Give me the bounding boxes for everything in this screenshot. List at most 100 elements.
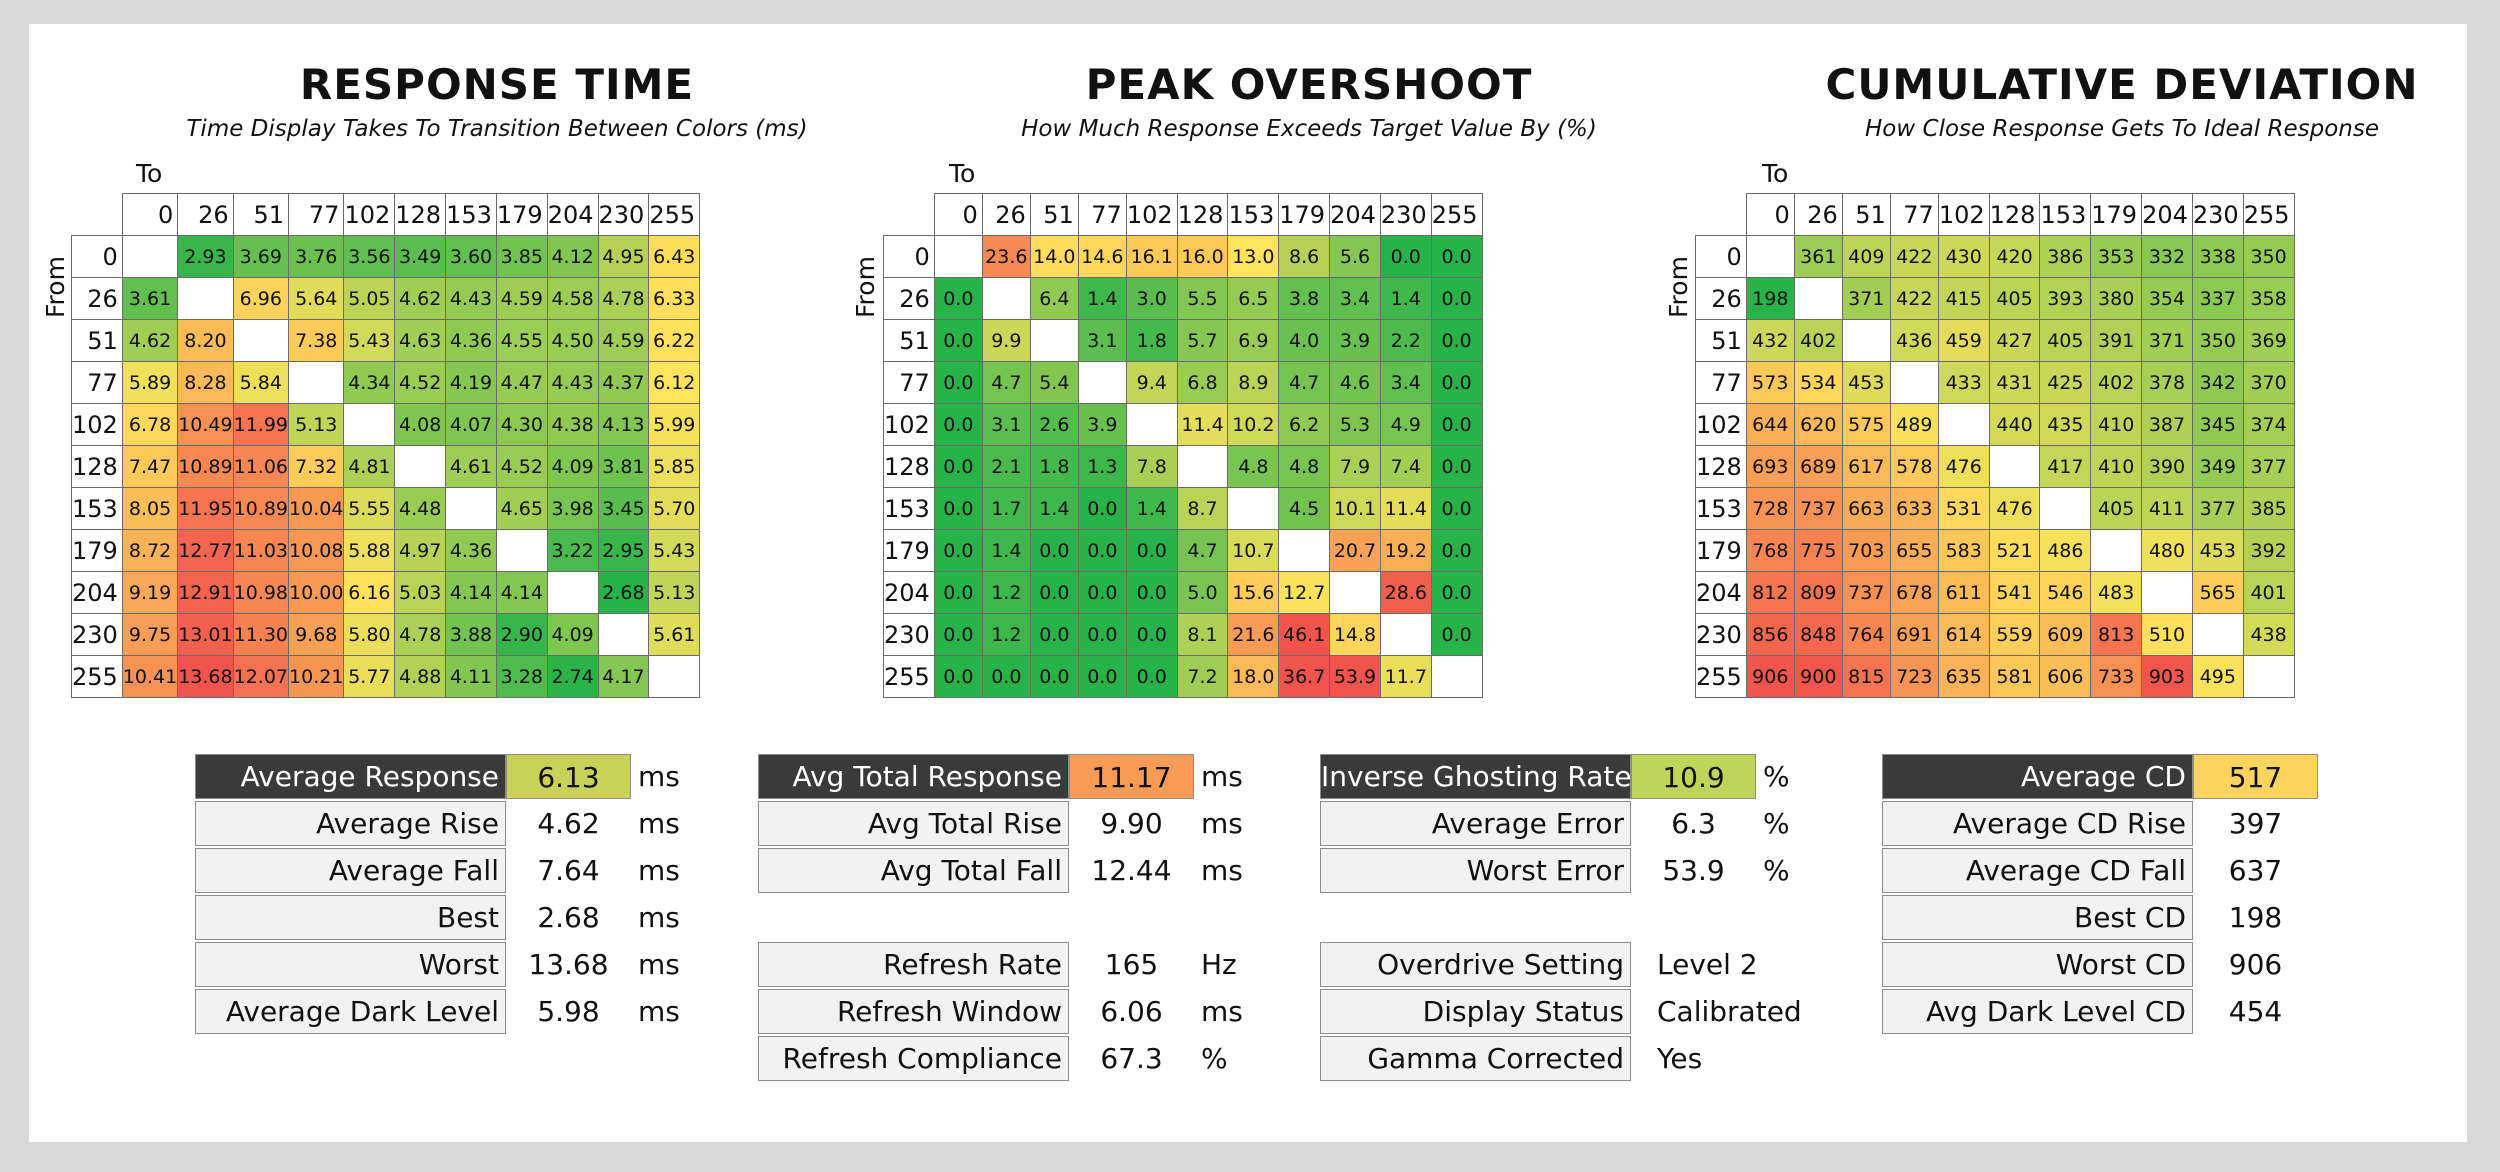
heatmap-cell: 0.0 [933, 445, 983, 488]
heatmap-cell: 489 [1889, 403, 1939, 446]
heatmap-cell: 5.85 [648, 445, 701, 488]
heatmap-cell: 0.0 [1430, 487, 1483, 530]
heatmap-cell: 1.3 [1077, 445, 1127, 488]
heatmap-cell: 11.03 [232, 529, 290, 572]
heatmap-cell: 10.7 [1227, 529, 1280, 572]
heatmap-cell: 900 [1793, 655, 1843, 698]
heatmap-cell: 4.52 [394, 361, 447, 404]
heatmap-cell: 678 [1889, 571, 1939, 614]
cumulative-deviation-title: CUMULATIVE DEVIATION [1825, 60, 2419, 109]
heatmap-cell: 10.41 [121, 655, 179, 698]
heatmap-cell: 385 [2242, 487, 2295, 530]
heatmap-cell: 764 [1841, 613, 1891, 656]
refresh-compliance-label: Refresh Compliance [758, 1036, 1069, 1081]
heatmap-cell: 10.89 [177, 445, 234, 488]
overdrive-setting-value: Level 2 [1657, 948, 1758, 981]
heatmap-cell: 0.0 [1430, 445, 1483, 488]
heatmap-cell: 4.50 [546, 319, 599, 362]
heatmap-cell: 8.28 [177, 361, 234, 404]
avg-total-rise-unit: ms [1201, 807, 1243, 840]
row-header: 128 [1695, 445, 1747, 488]
row-header: 255 [883, 655, 935, 698]
heatmap-cell-empty [2191, 613, 2244, 656]
heatmap-cell: 614 [1937, 613, 1990, 656]
heatmap-cell: 476 [1937, 445, 1990, 488]
heatmap-cell: 5.89 [121, 361, 179, 404]
heatmap-cell: 386 [2039, 235, 2092, 278]
heatmap-cell: 0.0 [933, 571, 983, 614]
best-cd-value: 198 [2228, 901, 2283, 934]
heatmap-cell-empty [2242, 655, 2295, 698]
row-header: 230 [883, 613, 935, 656]
heatmap-cell: 5.6 [1329, 235, 1381, 278]
heatmap-cell: 4.14 [495, 571, 548, 614]
heatmap-cell: 812 [1745, 571, 1795, 614]
average-rise-unit: ms [638, 807, 680, 840]
column-header: 153 [1227, 193, 1280, 236]
heatmap-cell: 1.4 [1125, 487, 1178, 530]
heatmap-cell: 6.33 [648, 277, 701, 320]
heatmap-cell: 410 [2090, 445, 2143, 488]
heatmap-cell: 0.0 [1379, 235, 1432, 278]
heatmap-row: 51 432 402 436 459 427 405 391 371 350 369 [1695, 319, 2295, 362]
heatmap-cell: 10.89 [232, 487, 290, 530]
peak-overshoot-subtitle: How Much Response Exceeds Target Value B… [1021, 116, 1597, 142]
heatmap-cell: 6.5 [1227, 277, 1280, 320]
row-header: 51 [1695, 319, 1747, 362]
heatmap-cell-empty [1793, 277, 1843, 320]
heatmap-cell: 5.7 [1176, 319, 1229, 362]
heatmap-cell: 3.81 [597, 445, 650, 488]
heatmap-cell: 4.36 [445, 319, 497, 362]
heatmap-row: 128 7.47 10.89 11.06 7.32 4.81 4.61 4.52 4.09 3.8… [71, 445, 701, 488]
heatmap-cell: 46.1 [1278, 613, 1331, 656]
column-header: 102 [1125, 193, 1178, 236]
average-cd-value: 517 [2193, 754, 2318, 799]
refresh-rate-unit: Hz [1201, 948, 1237, 981]
heatmap-cell: 10.2 [1227, 403, 1280, 446]
column-header: 230 [2191, 193, 2244, 236]
row-header: 26 [71, 277, 123, 320]
heatmap-cell: 848 [1793, 613, 1843, 656]
column-header: 255 [2242, 193, 2295, 236]
heatmap-cell: 3.85 [495, 235, 548, 278]
avg-total-fall-unit: ms [1201, 854, 1243, 887]
heatmap-cell: 1.7 [981, 487, 1031, 530]
row-header: 0 [883, 235, 935, 278]
heatmap-cell: 0.0 [1077, 613, 1127, 656]
heatmap-cell: 342 [2191, 361, 2244, 404]
heatmap-cell-empty [394, 445, 447, 488]
heatmap-cell: 377 [2191, 487, 2244, 530]
heatmap-cell: 13.68 [177, 655, 234, 698]
heatmap-cell: 0.0 [1029, 571, 1079, 614]
heatmap-row: 179 768 775 703 655 583 521 486 480 453 392 [1695, 529, 2295, 572]
heatmap-cell: 0.0 [1430, 613, 1483, 656]
heatmap-cell: 8.6 [1278, 235, 1331, 278]
heatmap-cell: 4.30 [495, 403, 548, 446]
heatmap-cell: 7.47 [121, 445, 179, 488]
heatmap-cell: 0.0 [1430, 529, 1483, 572]
average-fall-value: 7.64 [537, 854, 600, 887]
heatmap-cell: 390 [2141, 445, 2193, 488]
heatmap-cell: 350 [2191, 319, 2244, 362]
heatmap-cell: 546 [2039, 571, 2092, 614]
heatmap-row: 26 0.0 6.4 1.4 3.0 5.5 6.5 3.8 3.4 1.4 0.0 [883, 277, 1483, 320]
average-cd-rise-label: Average CD Rise [1882, 801, 2193, 846]
heatmap-cell: 4.8 [1278, 445, 1331, 488]
heatmap-cell: 644 [1745, 403, 1795, 446]
heatmap-row: 128 693 689 617 578 476 417 410 390 349 377 [1695, 445, 2295, 488]
column-header: 26 [1793, 193, 1843, 236]
heatmap-cell: 431 [1988, 361, 2041, 404]
heatmap-cell: 11.4 [1176, 403, 1229, 446]
heatmap-cell: 4.95 [597, 235, 650, 278]
heatmap-cell: 11.95 [177, 487, 234, 530]
heatmap-cell: 3.76 [288, 235, 345, 278]
best-value: 2.68 [537, 901, 600, 934]
heatmap-cell: 378 [2141, 361, 2193, 404]
heatmap-cell: 1.8 [1029, 445, 1079, 488]
heatmap-cell: 4.62 [394, 277, 447, 320]
heatmap-cell: 377 [2242, 445, 2295, 488]
heatmap-row: 230 0.0 1.2 0.0 0.0 0.0 8.1 21.6 46.1 14.8 0.0 [883, 613, 1483, 656]
heatmap-cell: 2.95 [597, 529, 650, 572]
heatmap-cell: 453 [1841, 361, 1891, 404]
heatmap-cell: 387 [2141, 403, 2193, 446]
